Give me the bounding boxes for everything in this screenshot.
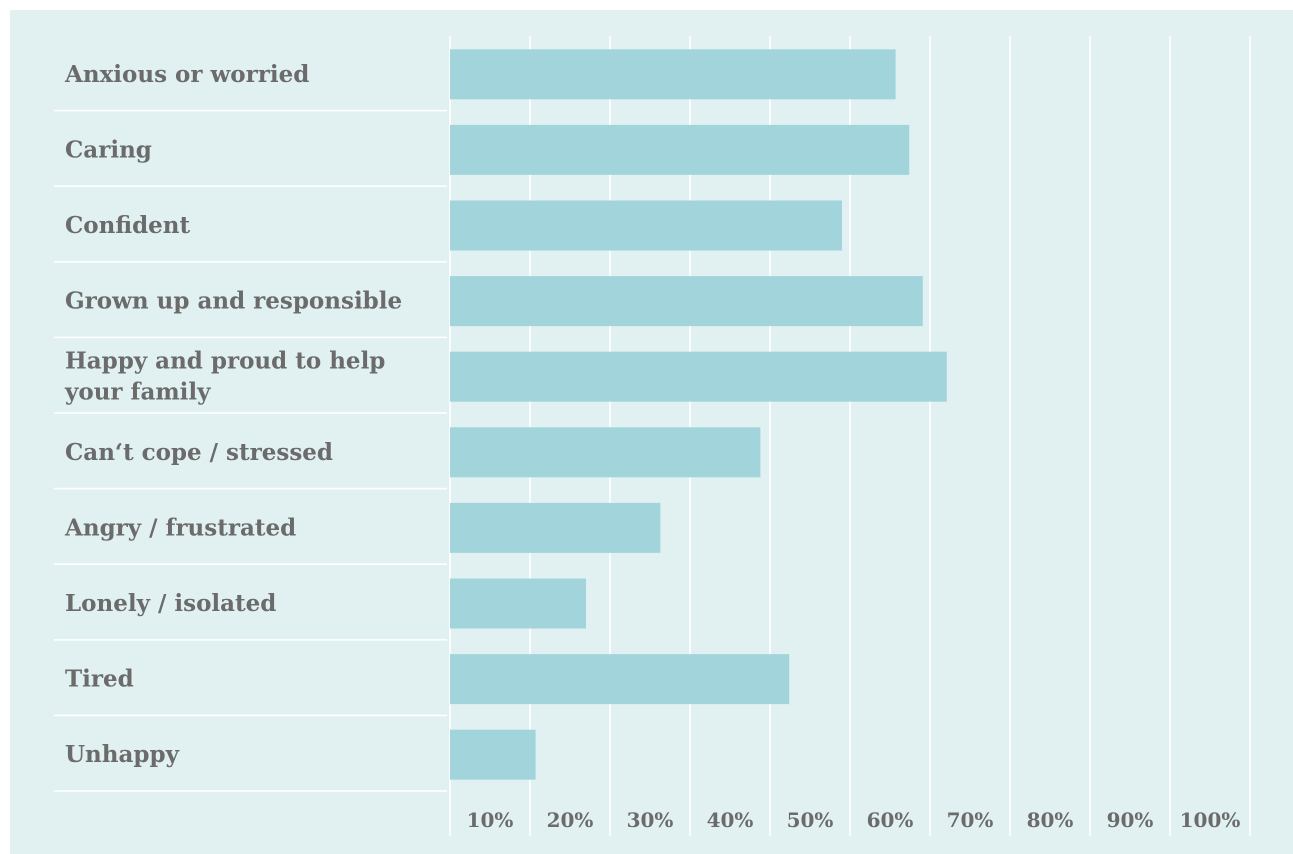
x-tick-label: 40%	[707, 808, 754, 832]
bar-4	[450, 351, 947, 402]
category-label: Caring	[65, 136, 152, 163]
bar-5	[450, 427, 761, 478]
bar-8	[450, 654, 790, 705]
x-tick-label: 10%	[467, 808, 514, 832]
category-label-line: Can‘t cope / stressed	[65, 439, 333, 466]
category-label: Unhappy	[65, 741, 180, 768]
category-label-line: Confident	[65, 212, 191, 239]
category-label-line: Anxious or worried	[64, 61, 309, 88]
category-label-line: Angry / frustrated	[64, 514, 296, 541]
bar-0	[450, 49, 896, 100]
bar-1	[450, 124, 910, 175]
bar-2	[450, 200, 842, 251]
category-label: Angry / frustrated	[64, 514, 296, 541]
x-tick-label: 50%	[787, 808, 834, 832]
bar-9	[450, 729, 536, 780]
x-tick-label: 60%	[867, 808, 914, 832]
category-label: Lonely / isolated	[65, 590, 276, 617]
category-label: Can‘t cope / stressed	[65, 439, 333, 466]
category-label-line: Happy and proud to help	[65, 348, 385, 375]
category-label-line: Tired	[65, 666, 134, 693]
x-tick-label: 30%	[627, 808, 674, 832]
bar-3	[450, 276, 923, 327]
x-tick-labels: 10% 20% 30% 40% 50% 60% 70% 80% 90% 100%	[467, 808, 1241, 832]
x-tick-label: 90%	[1107, 808, 1154, 832]
category-label-line: Unhappy	[65, 741, 180, 768]
category-labels: Anxious or worried Caring Confident Grown u…	[64, 61, 402, 768]
x-tick-label: 70%	[947, 808, 994, 832]
category-label: Happy and proud to help your family	[64, 348, 385, 406]
x-tick-label: 20%	[547, 808, 594, 832]
bar-7	[450, 578, 586, 629]
x-tick-label: 80%	[1027, 808, 1074, 832]
category-label: Tired	[65, 666, 134, 693]
category-label-line: Caring	[65, 136, 152, 163]
bars	[450, 49, 947, 780]
category-label-line: Lonely / isolated	[65, 590, 276, 617]
row-separators	[54, 109, 447, 792]
bar-6	[450, 502, 661, 553]
x-tick-label: 100%	[1180, 808, 1241, 832]
category-label-line: your family	[64, 379, 211, 406]
category-label: Confident	[65, 212, 191, 239]
category-label: Grown up and responsible	[65, 288, 402, 315]
category-label-line: Grown up and responsible	[65, 288, 402, 315]
category-label: Anxious or worried	[64, 61, 309, 88]
